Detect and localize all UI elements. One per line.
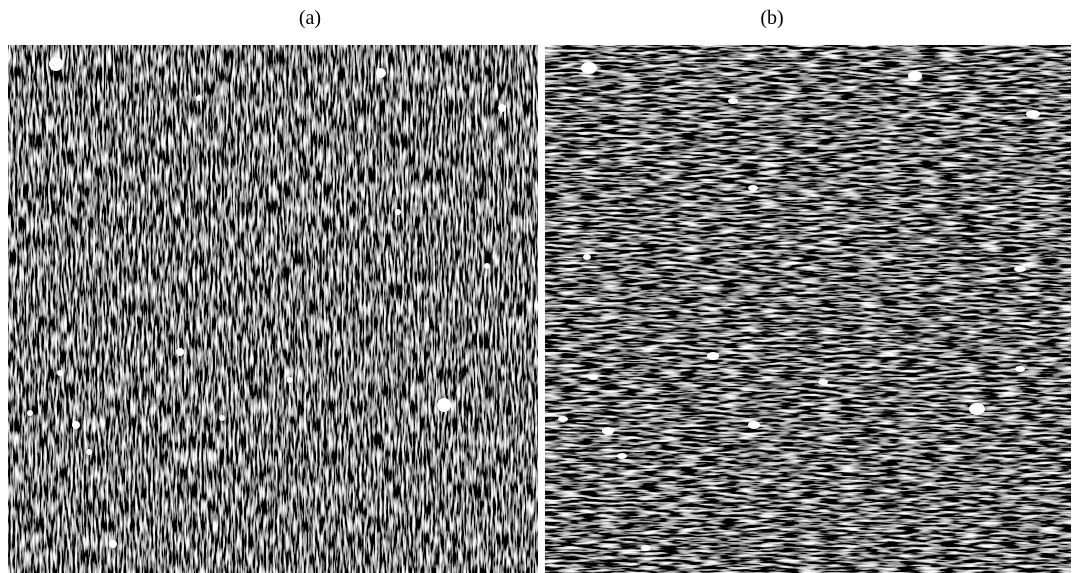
panel-a: [8, 45, 538, 573]
panel-b: [545, 45, 1071, 573]
panel-label: (b): [760, 7, 783, 29]
panel-label: (a): [299, 7, 321, 29]
